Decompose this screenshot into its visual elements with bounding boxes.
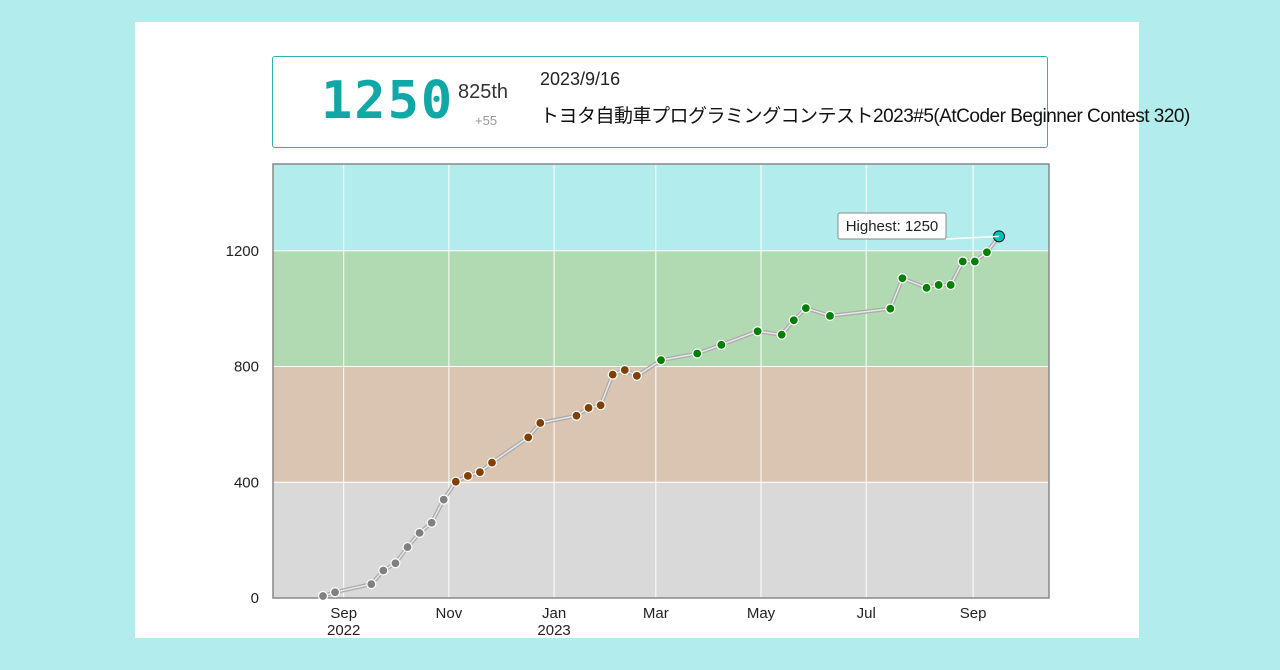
- rating-point: [619, 364, 630, 376]
- rating-point: [957, 256, 968, 267]
- rating-point: [752, 326, 763, 337]
- contest-name[interactable]: トヨタ自動車プログラミングコンテスト2023#5(AtCoder Beginne…: [540, 106, 1190, 127]
- rating-point: [450, 476, 461, 487]
- rating-point: [824, 310, 836, 321]
- rating-point: [390, 558, 401, 569]
- rating-point: [462, 470, 473, 482]
- contest-date: 2023/9/16: [540, 69, 621, 89]
- rating-point: [414, 527, 425, 539]
- rating-point: [921, 282, 932, 293]
- x-tick-label: Sep: [960, 605, 987, 622]
- contest-info-panel: 1250 825th +55 2023/9/16 トヨタ自動車プログラミングコン…: [272, 56, 1190, 148]
- rating-point: [945, 279, 956, 291]
- rating-value: 1250: [321, 71, 455, 131]
- rating-point: [583, 402, 594, 414]
- rating-point: [595, 400, 606, 411]
- rating-point: [571, 410, 582, 421]
- y-tick-label: 800: [234, 359, 259, 376]
- rating-point: [933, 279, 944, 291]
- rating-point: [631, 370, 642, 381]
- rating-point: [716, 339, 727, 350]
- highest-callout-box: [837, 212, 947, 240]
- rating-point: [897, 273, 908, 284]
- rating-point: [438, 494, 449, 505]
- y-tick-label: 0: [251, 590, 259, 607]
- y-tick-label: 1200: [226, 243, 259, 260]
- x-tick-label: Sep: [330, 605, 357, 622]
- rating-point: [788, 315, 799, 326]
- x-tick-sublabel: 2022: [327, 622, 360, 639]
- rating-point: [885, 303, 896, 314]
- rating-band-1: [273, 366, 1049, 483]
- x-tick-label: Jul: [857, 605, 876, 622]
- rating-diff: +55: [475, 113, 498, 128]
- rating-band-2: [273, 250, 1049, 367]
- rating-point: [329, 587, 341, 598]
- rating-point: [655, 355, 667, 366]
- x-tick-sublabel: 2023: [537, 622, 570, 639]
- rating-point: [486, 457, 498, 468]
- x-tick-label: May: [747, 605, 776, 622]
- highest-callout-leader: [945, 235, 1000, 240]
- x-tick-label: Mar: [643, 605, 669, 622]
- place-value: 825th: [458, 81, 509, 103]
- x-tick-label: Nov: [436, 605, 463, 622]
- rating-point: [535, 417, 546, 429]
- x-tick-label: Jan: [542, 605, 566, 622]
- rating-point: [317, 590, 329, 602]
- rating-point: [402, 541, 413, 553]
- rating-point: [981, 247, 993, 258]
- rating-point: [474, 467, 486, 478]
- plot-frame: [272, 163, 1050, 599]
- rating-point: [776, 329, 787, 340]
- rating-band-0: [273, 482, 1049, 598]
- rating-point: [800, 302, 811, 314]
- rating-point: [523, 432, 534, 443]
- rating-point: [378, 565, 389, 576]
- highest-callout-label: Highest: 1250: [846, 218, 939, 235]
- rating-point: [692, 348, 703, 359]
- rating-point: [366, 579, 377, 590]
- rating-point: [426, 517, 437, 528]
- y-tick-label: 400: [234, 474, 259, 491]
- rating-point: [969, 256, 980, 267]
- rating-point: [607, 369, 618, 380]
